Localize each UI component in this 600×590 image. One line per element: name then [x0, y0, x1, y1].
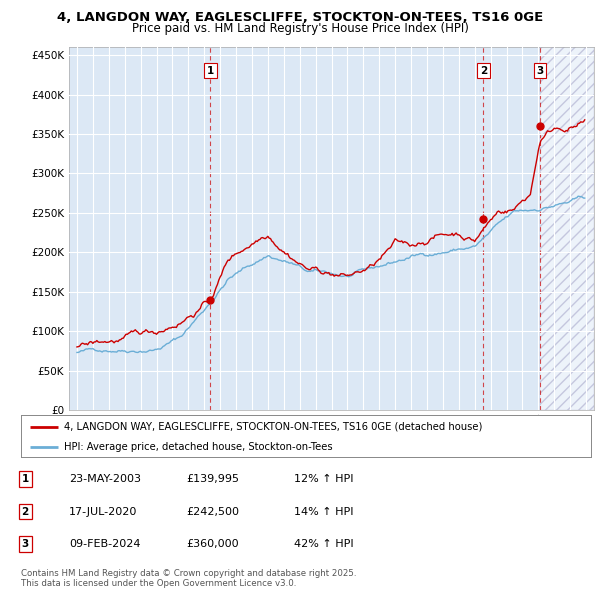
Text: 2: 2 [22, 507, 29, 516]
Text: Contains HM Land Registry data © Crown copyright and database right 2025.
This d: Contains HM Land Registry data © Crown c… [21, 569, 356, 588]
Text: 1: 1 [207, 66, 214, 76]
Text: 2: 2 [479, 66, 487, 76]
Text: £360,000: £360,000 [186, 539, 239, 549]
Text: 3: 3 [536, 66, 544, 76]
Text: 14% ↑ HPI: 14% ↑ HPI [294, 507, 353, 516]
Text: 09-FEB-2024: 09-FEB-2024 [69, 539, 140, 549]
Text: £139,995: £139,995 [186, 474, 239, 484]
Text: 17-JUL-2020: 17-JUL-2020 [69, 507, 137, 516]
Text: 12% ↑ HPI: 12% ↑ HPI [294, 474, 353, 484]
Text: HPI: Average price, detached house, Stockton-on-Tees: HPI: Average price, detached house, Stoc… [64, 442, 332, 451]
Text: 42% ↑ HPI: 42% ↑ HPI [294, 539, 353, 549]
Text: 3: 3 [22, 539, 29, 549]
Text: £242,500: £242,500 [186, 507, 239, 516]
Text: 4, LANGDON WAY, EAGLESCLIFFE, STOCKTON-ON-TEES, TS16 0GE (detached house): 4, LANGDON WAY, EAGLESCLIFFE, STOCKTON-O… [64, 422, 482, 432]
Text: Price paid vs. HM Land Registry's House Price Index (HPI): Price paid vs. HM Land Registry's House … [131, 22, 469, 35]
Text: 1: 1 [22, 474, 29, 484]
Text: 4, LANGDON WAY, EAGLESCLIFFE, STOCKTON-ON-TEES, TS16 0GE: 4, LANGDON WAY, EAGLESCLIFFE, STOCKTON-O… [57, 11, 543, 24]
Text: 23-MAY-2003: 23-MAY-2003 [69, 474, 141, 484]
